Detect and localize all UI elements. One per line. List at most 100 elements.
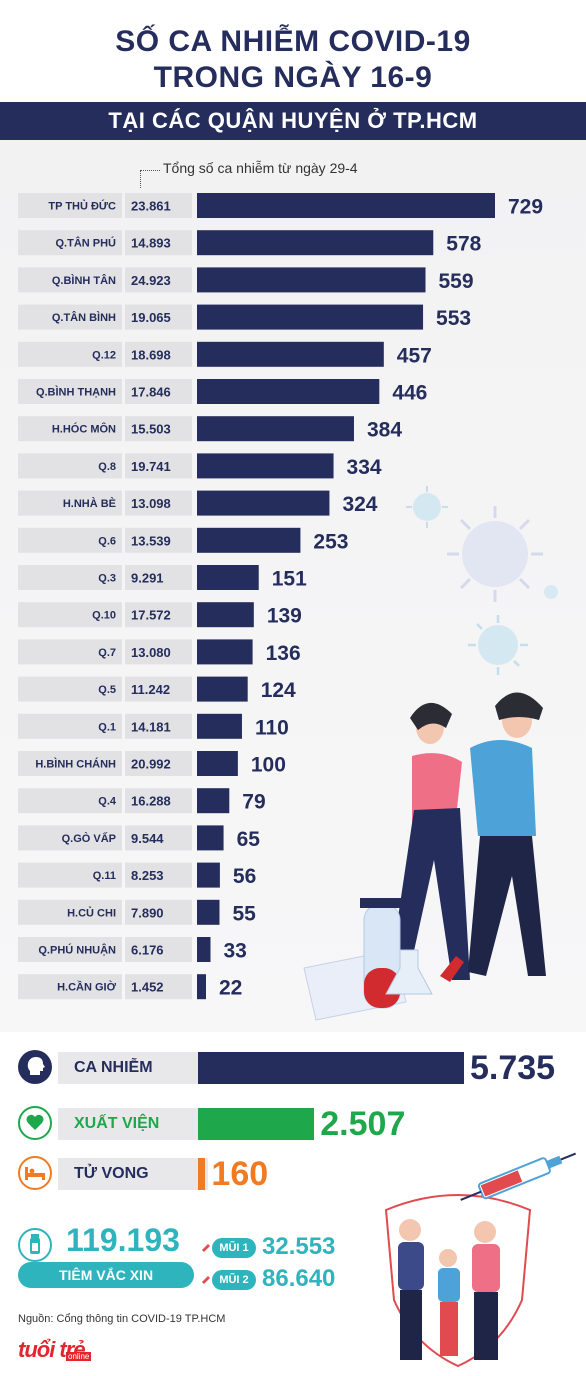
district-case-value: 384 xyxy=(367,419,402,442)
district-bar xyxy=(197,974,206,1000)
syringe-illustration xyxy=(460,1152,577,1201)
district-case-value: 457 xyxy=(397,344,432,367)
note-pointer-hline xyxy=(140,170,160,171)
dose2-value: 86.640 xyxy=(262,1265,336,1292)
total-label-box xyxy=(125,379,192,404)
district-total-value: 19.065 xyxy=(131,310,171,325)
district-bar xyxy=(197,490,330,516)
district-name: Q.10 xyxy=(92,610,116,622)
district-label-box xyxy=(18,937,122,962)
district-name: Q.BÌNH TÂN xyxy=(52,274,116,287)
total-label-box xyxy=(125,453,192,479)
district-label-box xyxy=(18,379,122,404)
district-bar xyxy=(197,899,220,925)
district-total-value: 19.741 xyxy=(131,459,171,474)
district-label-box xyxy=(18,267,122,293)
district-total-value: 13.539 xyxy=(131,533,171,548)
district-bar xyxy=(197,825,224,851)
district-total-value: 6.176 xyxy=(131,943,164,958)
district-label-box xyxy=(18,862,122,888)
total-label-box xyxy=(125,565,192,590)
district-name: H.CẦN GIỜ xyxy=(57,981,117,994)
vaccine-vial-icon xyxy=(18,1228,52,1262)
district-name: Q.TÂN PHÚ xyxy=(56,237,117,250)
summary-cases-row: CA NHIỄM 5.735 xyxy=(18,1050,568,1086)
district-case-value: 553 xyxy=(436,307,471,330)
district-case-value: 100 xyxy=(251,754,286,777)
district-bar xyxy=(197,751,238,776)
total-label-box xyxy=(125,341,192,367)
chart-rows: TP THỦ ĐỨC 23.861 729 Q.TÂN PHÚ 14.893 578 Q.B… xyxy=(18,193,543,1000)
total-label-box xyxy=(125,788,192,814)
district-total-value: 9.544 xyxy=(131,831,164,846)
total-label-box xyxy=(125,713,192,739)
district-bar xyxy=(197,862,220,888)
district-name: H.NHÀ BÈ xyxy=(63,497,116,510)
note-pointer-line xyxy=(140,170,141,188)
total-label-box xyxy=(125,416,192,442)
district-name: Q.PHÚ NHUẬN xyxy=(38,944,116,957)
district-label-box xyxy=(18,825,122,851)
district-bar xyxy=(197,602,254,628)
district-total-value: 13.098 xyxy=(131,496,171,511)
district-label-box xyxy=(18,527,122,553)
district-bar xyxy=(197,527,301,553)
district-name: Q.7 xyxy=(98,647,116,659)
district-case-value: 79 xyxy=(242,791,265,814)
dose2-label: MŨI 2 xyxy=(212,1270,256,1290)
district-case-value: 124 xyxy=(261,679,296,702)
district-bar xyxy=(197,937,211,962)
district-bar xyxy=(197,453,334,479)
district-name: Q.GÒ VẤP xyxy=(62,832,116,845)
district-label-box xyxy=(18,713,122,739)
district-name: Q.BÌNH THẠNH xyxy=(36,386,116,399)
district-label-box xyxy=(18,899,122,925)
district-bar xyxy=(197,416,354,442)
district-case-value: 55 xyxy=(232,902,256,925)
district-name: Q.1 xyxy=(98,721,116,733)
district-total-value: 16.288 xyxy=(131,794,171,809)
total-label-box xyxy=(125,676,192,702)
virus-icon xyxy=(468,615,528,675)
total-label-box xyxy=(125,825,192,851)
head-icon xyxy=(18,1050,52,1084)
district-case-value: 253 xyxy=(313,530,348,553)
district-case-value: 136 xyxy=(266,642,301,665)
deaths-value: 160 xyxy=(211,1155,269,1193)
district-name: H.HÓC MÔN xyxy=(52,423,116,436)
district-bar xyxy=(197,379,380,404)
district-bar xyxy=(197,713,242,739)
district-total-value: 8.253 xyxy=(131,868,164,883)
district-case-value: 65 xyxy=(237,828,261,851)
district-total-value: 7.890 xyxy=(131,905,164,920)
virus-icon xyxy=(544,585,558,599)
lab-equipment-illustration xyxy=(303,898,464,1021)
district-case-value: 22 xyxy=(219,977,242,1000)
district-bar xyxy=(197,639,253,665)
district-name: Q.5 xyxy=(98,684,116,696)
district-case-value: 446 xyxy=(392,382,427,405)
total-label-box xyxy=(125,862,192,888)
district-total-value: 18.698 xyxy=(131,347,171,362)
district-name: Q.3 xyxy=(98,573,116,585)
district-bar xyxy=(197,230,434,256)
district-label-box xyxy=(18,788,122,814)
recovered-bar xyxy=(198,1108,315,1140)
total-label-box xyxy=(125,193,192,218)
district-total-value: 9.291 xyxy=(131,571,164,586)
total-label-box xyxy=(125,267,192,293)
total-label-box xyxy=(125,490,192,516)
district-total-value: 23.861 xyxy=(131,199,171,214)
district-label-box xyxy=(18,639,122,665)
district-name: Q.11 xyxy=(93,870,116,882)
vaccine-total: 119.193 xyxy=(66,1222,180,1258)
total-label-box xyxy=(125,602,192,628)
district-total-value: 15.503 xyxy=(131,422,171,437)
chart-note: Tổng số ca nhiễm từ ngày 29-4 xyxy=(163,160,358,176)
recovered-value: 2.507 xyxy=(320,1105,406,1143)
virus-icon xyxy=(447,506,543,602)
source-note: Nguồn: Cổng thông tin COVID-19 TP.HCM xyxy=(18,1313,226,1325)
total-label-box xyxy=(125,974,192,1000)
district-total-value: 13.080 xyxy=(131,645,171,660)
district-name: TP THỦ ĐỨC xyxy=(48,200,116,213)
